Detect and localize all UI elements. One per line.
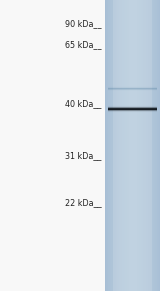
Bar [159, 0, 160, 291]
Bar [105, 0, 106, 291]
Bar [111, 0, 112, 291]
Bar [127, 0, 128, 291]
Bar [126, 0, 127, 291]
Bar [124, 0, 125, 291]
Bar [140, 0, 141, 291]
Bar [139, 0, 140, 291]
Bar [150, 0, 151, 291]
Bar [143, 0, 144, 291]
Bar [119, 0, 120, 291]
Text: 65 kDa__: 65 kDa__ [65, 41, 102, 49]
Bar [147, 0, 148, 291]
Bar [135, 0, 136, 291]
Bar [106, 0, 107, 291]
Bar [149, 0, 150, 291]
Bar [154, 0, 155, 291]
Bar [156, 0, 157, 291]
Bar [148, 0, 149, 291]
Text: 40 kDa__: 40 kDa__ [65, 99, 102, 108]
Bar [157, 0, 158, 291]
Bar [109, 0, 110, 291]
Text: 22 kDa__: 22 kDa__ [65, 198, 102, 207]
Bar [131, 0, 132, 291]
Bar [125, 0, 126, 291]
Bar [128, 0, 129, 291]
Bar [153, 0, 154, 291]
Bar [120, 0, 121, 291]
Text: 90 kDa__: 90 kDa__ [65, 19, 102, 28]
Bar [113, 0, 114, 291]
Bar [132, 0, 133, 291]
Bar [105, 0, 160, 291]
Bar [141, 0, 142, 291]
Bar [123, 0, 124, 291]
Bar [122, 0, 123, 291]
Bar [151, 0, 152, 291]
Bar [145, 0, 146, 291]
Bar [136, 0, 137, 291]
Bar [152, 0, 153, 291]
Bar [129, 0, 130, 291]
Bar [108, 0, 109, 291]
Bar [130, 0, 131, 291]
Bar [158, 0, 159, 291]
Bar [116, 0, 117, 291]
Text: 31 kDa__: 31 kDa__ [65, 151, 102, 160]
Bar [114, 0, 115, 291]
Bar [134, 0, 135, 291]
Bar [121, 0, 122, 291]
Bar [155, 0, 156, 291]
Bar [115, 0, 116, 291]
Bar [138, 0, 139, 291]
Bar [142, 0, 143, 291]
Bar [137, 0, 138, 291]
Bar [110, 0, 111, 291]
Bar [146, 0, 147, 291]
Bar [133, 0, 134, 291]
Bar [113, 0, 152, 291]
Bar [144, 0, 145, 291]
Bar [107, 0, 108, 291]
Bar [118, 0, 119, 291]
Bar [112, 0, 113, 291]
Bar [117, 0, 118, 291]
